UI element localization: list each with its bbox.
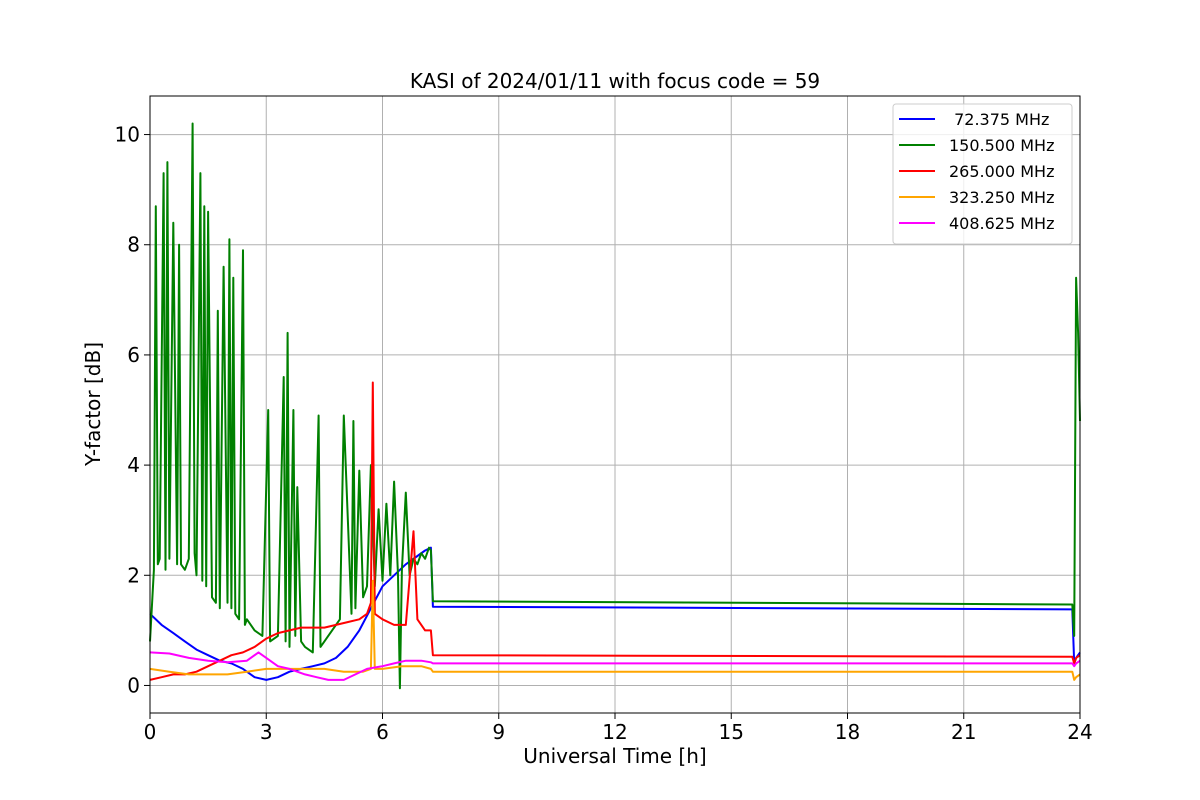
series-line-4 — [149, 651, 1081, 681]
legend: 72.375 MHz 150.500 MHz 265.000 MHz 323.250 … — [892, 103, 1073, 245]
x-tick-label: 18 — [835, 720, 860, 744]
grid — [149, 96, 1081, 713]
chart-title: KASI of 2024/01/11 with focus code = 59 — [410, 69, 820, 93]
x-axis-label: Universal Time [h] — [523, 744, 706, 768]
legend-label-2: 265.000 MHz — [949, 162, 1054, 181]
legend-label-4: 408.625 MHz — [949, 214, 1054, 233]
y-axis-label: Y-factor [dB] — [81, 342, 105, 467]
series-line-1 — [149, 122, 1081, 690]
x-tick-label: 6 — [376, 720, 389, 744]
x-tick-label: 9 — [492, 720, 505, 744]
y-tick-label: 6 — [127, 343, 140, 367]
y-tick-label: 0 — [127, 673, 140, 697]
legend-label-1: 150.500 MHz — [949, 136, 1054, 155]
x-tick-label: 15 — [719, 720, 744, 744]
x-tick-label: 3 — [260, 720, 273, 744]
series-line-3 — [149, 579, 1081, 681]
x-tick-label: 12 — [602, 720, 627, 744]
y-tick-label: 2 — [127, 563, 140, 587]
x-tick-label: 0 — [144, 720, 157, 744]
y-tick-label: 8 — [127, 233, 140, 257]
series-line-0 — [149, 546, 1081, 681]
legend-box — [892, 103, 1073, 245]
y-tick-label: 4 — [127, 453, 140, 477]
series-layer — [149, 122, 1081, 690]
legend-label-0: 72.375 MHz — [949, 110, 1049, 129]
legend-label-3: 323.250 MHz — [949, 188, 1054, 207]
x-tick-label: 21 — [951, 720, 976, 744]
y-tick-label: 10 — [115, 123, 140, 147]
x-tick-label: 24 — [1067, 720, 1092, 744]
